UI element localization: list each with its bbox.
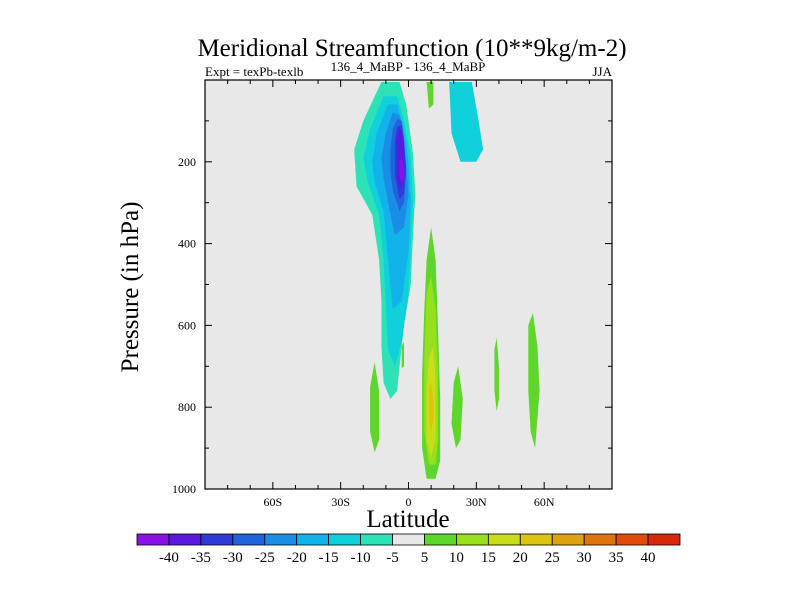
contour-layer: [354, 82, 540, 479]
colorbar-label: -15: [319, 550, 339, 566]
y-tick-label: 400: [178, 237, 196, 251]
y-tick-label: 600: [178, 318, 196, 332]
colorbar-label: 40: [641, 550, 656, 566]
colorbar: -40 -35 -30 -25 -20 -15 -10 -5 5 10 15 20 25 30 35 40: [136, 533, 681, 566]
contour-upper-positive-core: [426, 82, 434, 109]
x-axis-title: Latitude: [366, 506, 449, 533]
colorbar-label: 20: [513, 550, 528, 566]
contour-small-pos-1: [370, 362, 380, 453]
colorbar-label: -5: [386, 550, 399, 566]
colorbar-swatch: [136, 533, 170, 546]
y-axis: 200 400 600 800 1000: [172, 120, 612, 496]
contour-equatorial-cell-20: [428, 382, 434, 432]
colorbar-swatch: [200, 533, 234, 546]
colorbar-label: -35: [191, 550, 211, 566]
y-tick-label: 1000: [172, 482, 196, 496]
contour-small-pos-5: [528, 313, 540, 449]
colorbar-label: 5: [421, 550, 429, 566]
colorbar-swatch: [328, 533, 361, 546]
colorbar-swatch: [551, 533, 585, 546]
colorbar-swatch: [487, 533, 521, 546]
x-tick-label: 60N: [534, 495, 555, 509]
chart-title: Meridional Streamfunction (10**9kg/m-2): [197, 35, 626, 62]
contour-small-pos-2: [401, 341, 404, 369]
colorbar-swatch: [264, 533, 298, 546]
contour-upper-positive-outer: [449, 82, 484, 162]
colorbar-swatch: [647, 533, 681, 546]
contour-small-pos-4: [494, 337, 499, 412]
colorbar-label: 35: [609, 550, 624, 566]
colorbar-label: -30: [223, 550, 243, 566]
colorbar-swatch: [360, 533, 393, 546]
chart-subtitle-right: JJA: [592, 64, 612, 79]
colorbar-label: -10: [351, 550, 371, 566]
colorbar-label: -40: [159, 550, 179, 566]
colorbar-label: 15: [481, 550, 496, 566]
y-tick-label: 800: [178, 400, 196, 414]
colorbar-swatch: [232, 533, 266, 546]
x-tick-label: 0: [406, 495, 412, 509]
colorbar-swatch: [456, 533, 489, 546]
y-axis-title: Pressure (in hPa): [117, 202, 144, 373]
chart-subtitle-left: Expt = texPb-texlb: [205, 64, 303, 79]
colorbar-swatch: [519, 533, 553, 546]
x-tick-label: 30N: [466, 495, 487, 509]
colorbar-swatch: [615, 533, 649, 546]
colorbar-swatch: [392, 533, 425, 546]
x-axis: 60S 30S 0 30N 60N: [204, 80, 613, 509]
colorbar-label: -25: [255, 550, 275, 566]
colorbar-swatch: [583, 533, 617, 546]
x-tick-label: 60S: [263, 495, 282, 509]
contour-small-pos-3: [451, 366, 463, 449]
colorbar-label: 10: [449, 550, 464, 566]
colorbar-label: -20: [287, 550, 307, 566]
contour-negative-cell-40: [399, 157, 404, 183]
x-tick-label: 30S: [331, 495, 350, 509]
y-tick-label: 200: [178, 155, 196, 169]
colorbar-label: 25: [545, 550, 560, 566]
colorbar-swatch: [296, 533, 330, 546]
colorbar-swatch: [168, 533, 202, 546]
chart-subtitle-center: 136_4_MaBP - 136_4_MaBP: [331, 59, 486, 74]
colorbar-swatch: [424, 533, 457, 546]
colorbar-label: 30: [577, 550, 592, 566]
